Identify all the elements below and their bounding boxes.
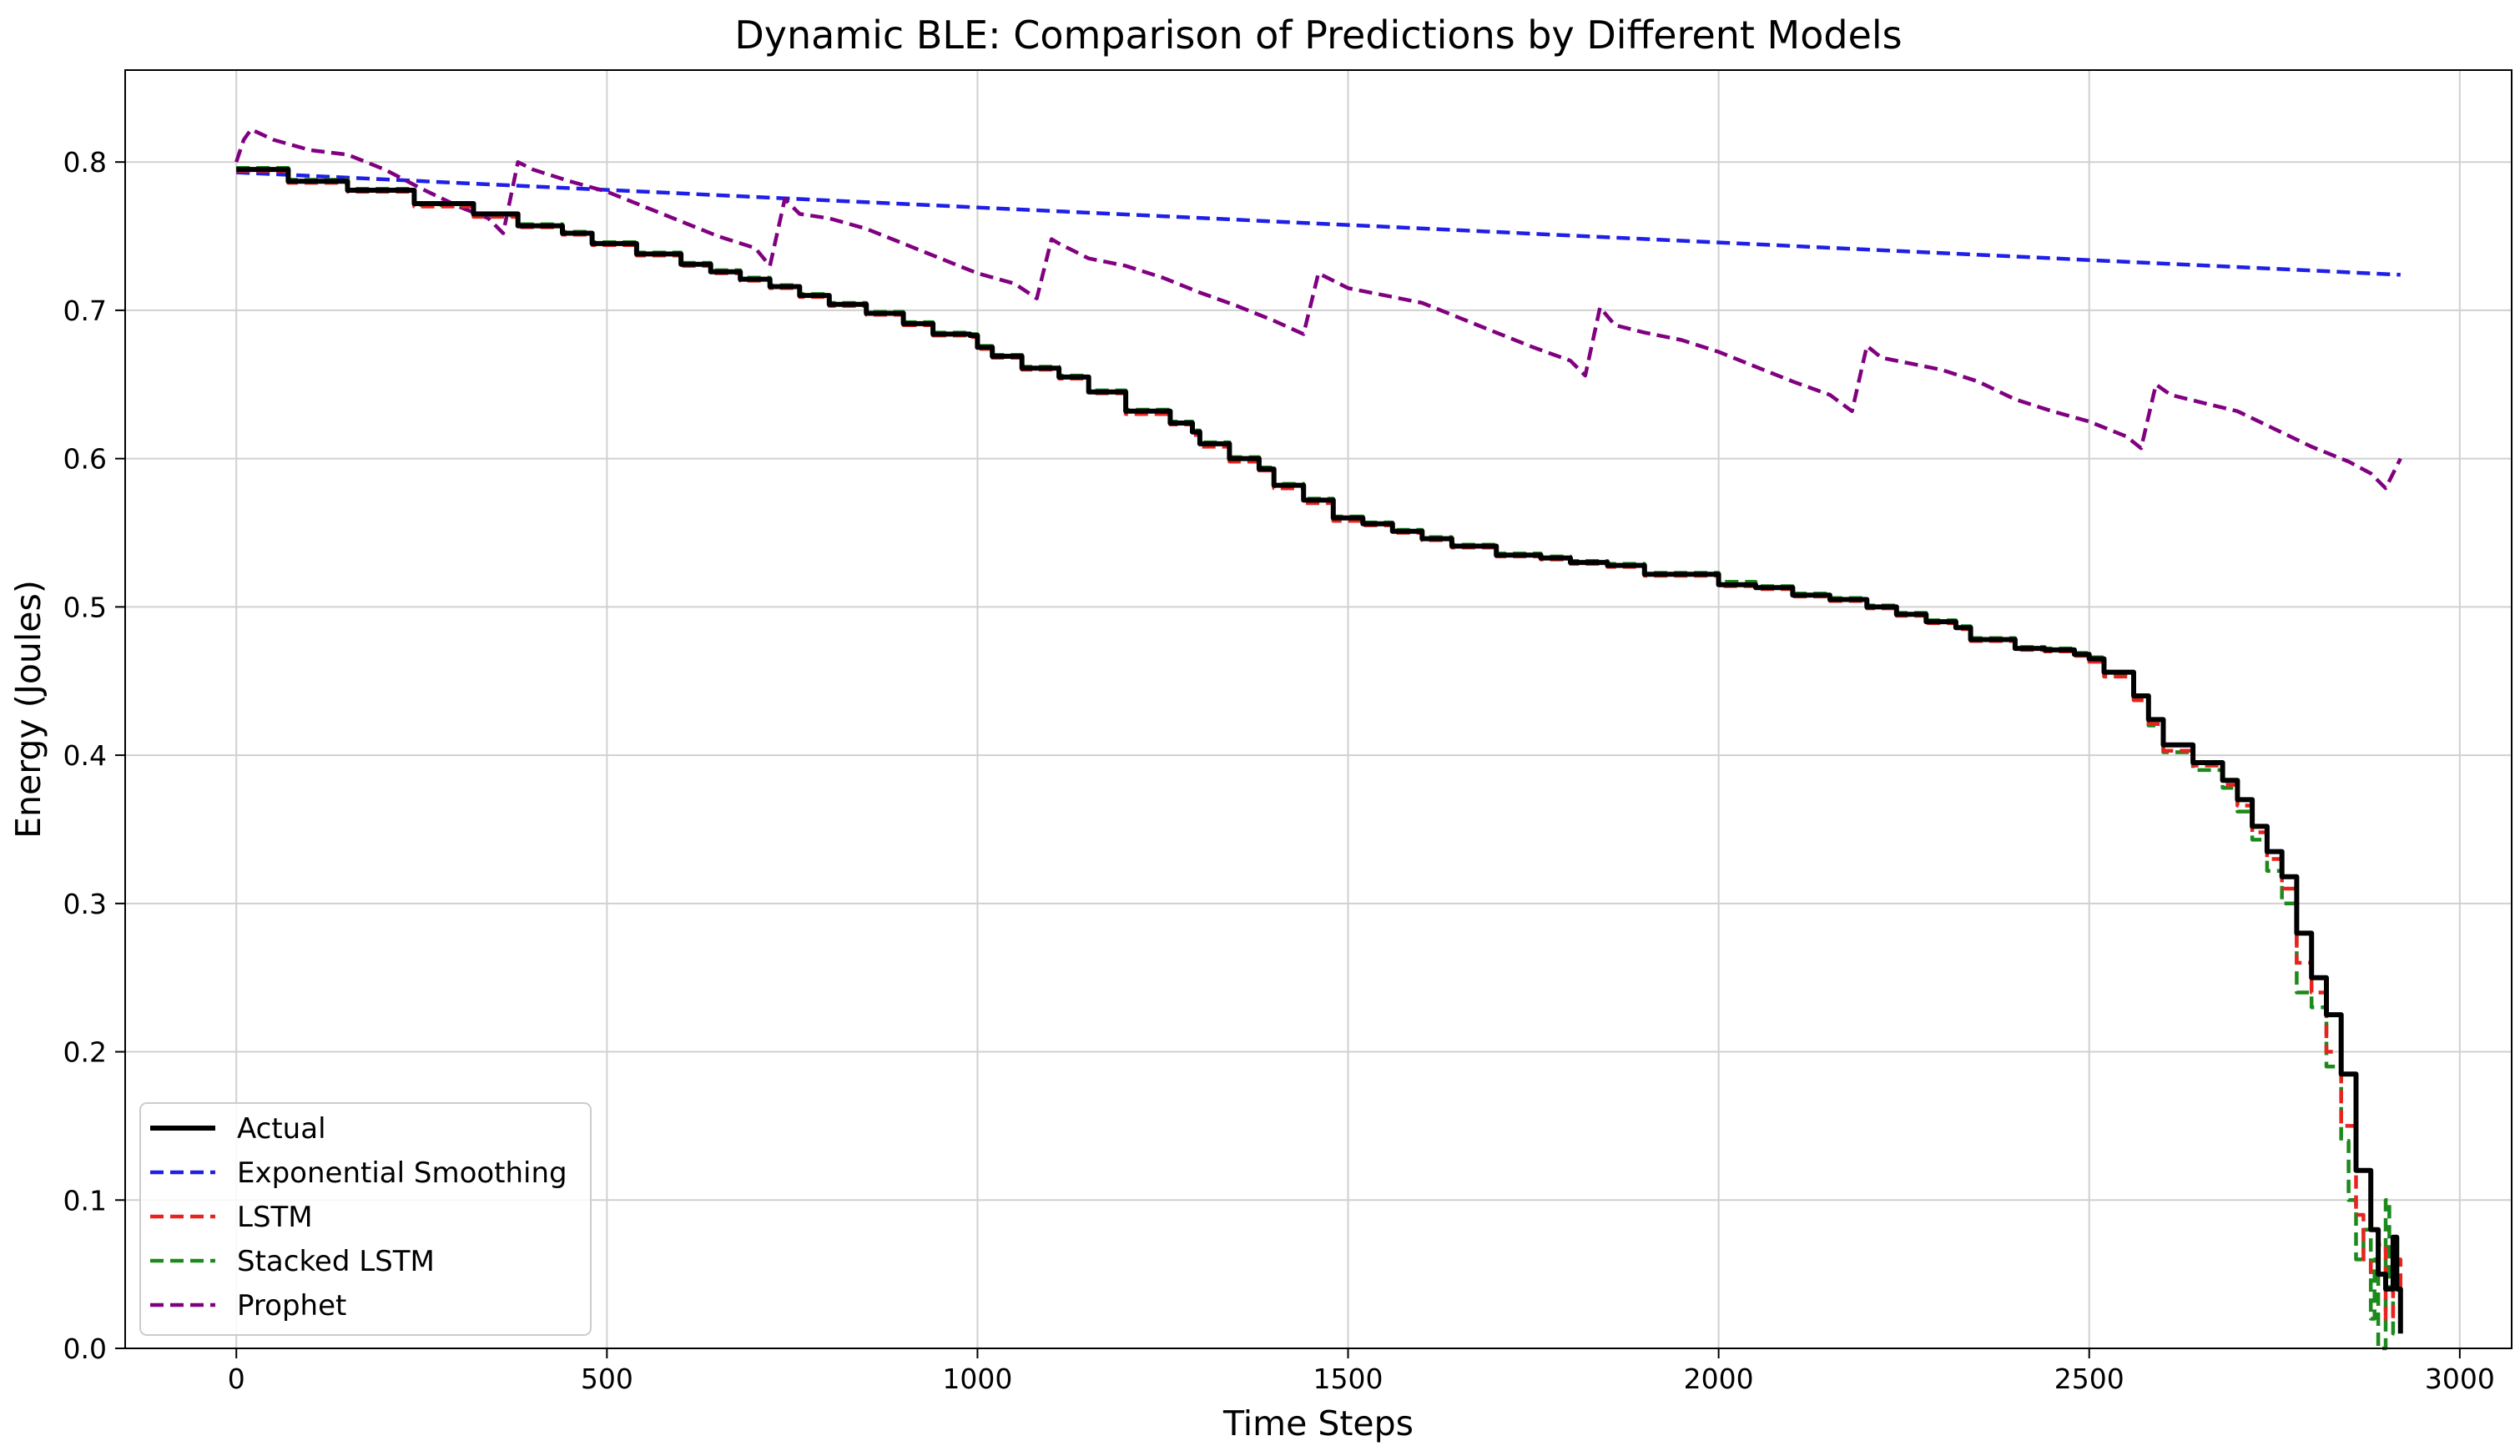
y-tick-label: 0.5 [63, 591, 107, 623]
y-tick-label: 0.3 [63, 888, 107, 920]
legend-entries: Actual Exponential Smoothing LSTM Stacked L… [150, 1112, 567, 1322]
x-axis-label: Time Steps [1222, 1403, 1414, 1443]
y-tick-label: 0.4 [63, 739, 107, 772]
series-line-actual [236, 167, 2403, 1334]
y-tick-label: 0.2 [63, 1036, 107, 1069]
y-tick-label: 0.1 [63, 1184, 107, 1217]
y-tick-label: 0.7 [63, 295, 107, 327]
chart-title: Dynamic BLE: Comparison of Predictions b… [734, 13, 1902, 58]
plot-frame [124, 69, 2512, 1349]
x-tick-label: 2500 [2054, 1363, 2124, 1395]
legend-label-prophet: Prophet [237, 1289, 346, 1322]
series-layer [234, 127, 2403, 1351]
legend-box [139, 1102, 592, 1336]
x-tick-label: 1500 [1313, 1363, 1383, 1395]
legend-label-exponential-smoothing: Exponential Smoothing [237, 1156, 567, 1190]
x-tick-label: 500 [581, 1363, 633, 1395]
y-axis-label: Energy (Joules) [8, 580, 48, 839]
x-tick-label: 0 [228, 1363, 245, 1395]
x-tick-label: 1000 [942, 1363, 1012, 1395]
legend-label-lstm: LSTM [237, 1201, 313, 1234]
y-tick-label: 0.6 [63, 443, 107, 476]
legend: Actual Exponential Smoothing LSTM Stacked L… [139, 1102, 592, 1336]
legend-label-actual: Actual [237, 1112, 326, 1146]
y-tick-label: 0.0 [63, 1333, 107, 1365]
tick-layer: 0 500 1000 1500 2000 2500 3000 0.0 0.1 0.2 0.3 0.4 0… [63, 146, 2495, 1395]
y-tick-label: 0.8 [63, 146, 107, 179]
x-tick-label: 2000 [1684, 1363, 1754, 1395]
x-tick-label: 3000 [2425, 1363, 2495, 1395]
series-line-prophet [234, 127, 2402, 491]
legend-label-stacked-lstm: Stacked LSTM [237, 1245, 435, 1278]
